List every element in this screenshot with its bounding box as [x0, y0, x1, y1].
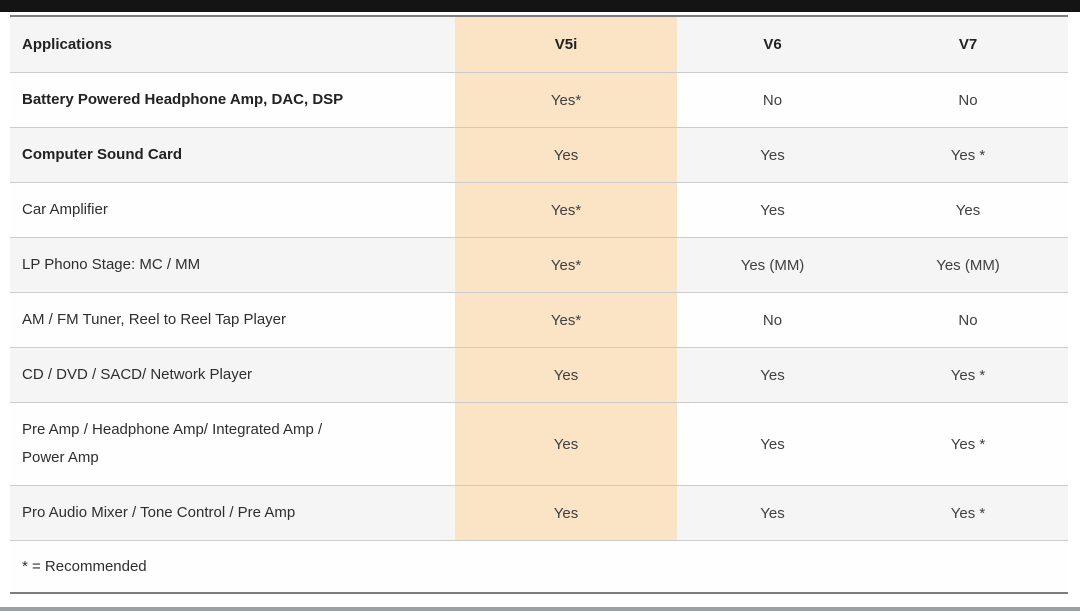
cell-v6: Yes	[677, 486, 868, 540]
table-row: LP Phono Stage: MC / MM Yes* Yes (MM) Ye…	[10, 237, 1068, 292]
column-header-v5i: V5i	[455, 17, 677, 72]
row-label: Car Amplifier	[10, 183, 455, 237]
cell-v6: Yes	[677, 403, 868, 485]
table-row: AM / FM Tuner, Reel to Reel Tap Player Y…	[10, 292, 1068, 347]
cell-v7: Yes *	[868, 128, 1068, 182]
top-letterbox-bar	[0, 0, 1080, 12]
cell-value: Yes (MM)	[936, 256, 1000, 274]
table-row: Computer Sound Card Yes Yes Yes *	[10, 127, 1068, 182]
column-header-label: V7	[958, 36, 978, 53]
cell-v6: Yes	[677, 348, 868, 402]
cell-value: Yes*	[550, 91, 582, 109]
cell-value: Yes	[553, 366, 579, 384]
cell-v7: Yes (MM)	[868, 238, 1068, 292]
row-label-text: CD / DVD / SACD/ Network Player	[22, 366, 253, 383]
footnote-text: * = Recommended	[22, 558, 147, 575]
row-label: CD / DVD / SACD/ Network Player	[10, 348, 455, 402]
row-label-text: Car Amplifier	[22, 201, 108, 218]
row-label-text: Pre Amp / Headphone Amp/ Integrated Amp …	[22, 421, 323, 466]
row-label-text: Computer Sound Card	[22, 146, 182, 163]
table-body: Battery Powered Headphone Amp, DAC, DSP …	[10, 72, 1068, 540]
table-row: Car Amplifier Yes* Yes Yes	[10, 182, 1068, 237]
table-row: Pre Amp / Headphone Amp/ Integrated Amp …	[10, 402, 1068, 485]
row-label-text: Battery Powered Headphone Amp, DAC, DSP	[22, 91, 344, 108]
table-row: CD / DVD / SACD/ Network Player Yes Yes …	[10, 347, 1068, 402]
row-label-text: Pro Audio Mixer / Tone Control / Pre Amp	[22, 504, 296, 521]
cell-v7: Yes	[868, 183, 1068, 237]
footnote-row: * = Recommended	[10, 540, 1068, 592]
cell-v6: Yes	[677, 183, 868, 237]
cell-v5i: Yes	[455, 128, 677, 182]
cell-value: Yes*	[550, 311, 582, 329]
cell-value: Yes	[955, 201, 981, 219]
row-label: Battery Powered Headphone Amp, DAC, DSP	[10, 73, 455, 127]
row-label: LP Phono Stage: MC / MM	[10, 238, 455, 292]
column-header-v6: V6	[677, 17, 868, 72]
cell-v5i: Yes*	[455, 73, 677, 127]
row-label: Pro Audio Mixer / Tone Control / Pre Amp	[10, 486, 455, 540]
cell-value: Yes	[553, 146, 579, 164]
cell-value: Yes	[553, 435, 579, 453]
cell-v6: No	[677, 293, 868, 347]
cell-value: Yes	[760, 146, 785, 164]
column-header-applications: Applications	[10, 17, 455, 72]
table-row: Pro Audio Mixer / Tone Control / Pre Amp…	[10, 485, 1068, 540]
applications-comparison-table: Applications V5i V6 V7 Battery Powered H…	[10, 15, 1068, 594]
cell-value: Yes *	[950, 366, 986, 384]
cell-value: Yes*	[550, 201, 582, 219]
column-header-v7: V7	[868, 17, 1068, 72]
cell-value: Yes	[760, 201, 785, 219]
cell-v5i: Yes	[455, 348, 677, 402]
cell-v7: Yes *	[868, 486, 1068, 540]
table-row: Battery Powered Headphone Amp, DAC, DSP …	[10, 72, 1068, 127]
row-label: AM / FM Tuner, Reel to Reel Tap Player	[10, 293, 455, 347]
cell-value: Yes *	[950, 146, 986, 164]
table-header-row: Applications V5i V6 V7	[10, 17, 1068, 72]
cell-v5i: Yes	[455, 486, 677, 540]
cell-v5i: Yes	[455, 403, 677, 485]
cell-v5i: Yes*	[455, 238, 677, 292]
row-label: Computer Sound Card	[10, 128, 455, 182]
cell-value: No	[762, 91, 783, 109]
column-header-label: V5i	[554, 36, 578, 53]
cell-v6: Yes (MM)	[677, 238, 868, 292]
cell-v6: No	[677, 73, 868, 127]
cell-v7: No	[868, 293, 1068, 347]
cell-value: Yes (MM)	[740, 256, 805, 274]
cell-v5i: Yes*	[455, 293, 677, 347]
cell-value: Yes *	[950, 435, 986, 453]
cell-v7: No	[868, 73, 1068, 127]
cell-value: Yes *	[950, 504, 986, 522]
cell-v7: Yes *	[868, 348, 1068, 402]
column-header-label: Applications	[22, 35, 113, 53]
bottom-letterbox-bar	[0, 607, 1080, 611]
cell-v6: Yes	[677, 128, 868, 182]
cell-value: No	[958, 311, 978, 329]
cell-v7: Yes *	[868, 403, 1068, 485]
cell-value: Yes	[553, 504, 579, 522]
cell-value: No	[762, 311, 783, 329]
row-label-text: AM / FM Tuner, Reel to Reel Tap Player	[22, 311, 287, 328]
cell-value: No	[958, 91, 978, 109]
row-label: Pre Amp / Headphone Amp/ Integrated Amp …	[10, 403, 455, 485]
column-header-label: V6	[763, 36, 782, 53]
cell-value: Yes*	[550, 256, 582, 274]
row-label-text: LP Phono Stage: MC / MM	[22, 256, 201, 273]
cell-v5i: Yes*	[455, 183, 677, 237]
cell-value: Yes	[760, 366, 785, 384]
cell-value: Yes	[760, 504, 785, 522]
cell-value: Yes	[760, 435, 785, 453]
